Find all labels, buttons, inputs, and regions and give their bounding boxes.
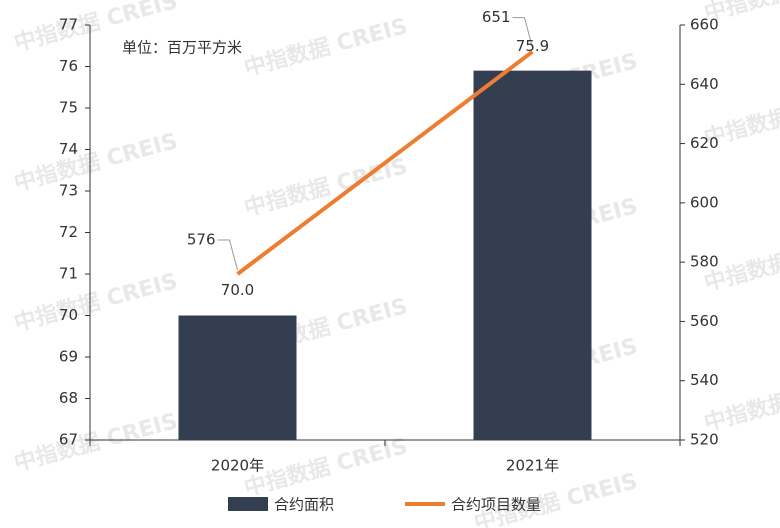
data-label: 651 bbox=[482, 8, 511, 26]
legend-swatch bbox=[228, 497, 268, 511]
watermark: 中指数据 CREIS bbox=[11, 268, 180, 337]
y-tick-label: 67 bbox=[59, 431, 78, 449]
watermarks: 中指数据 CREIS 中指数据 CREIS 中指数据 CREIS 中指数据 CREIS… bbox=[11, 0, 780, 528]
watermark: 中指数据 CREIS bbox=[11, 408, 180, 477]
y-tick-label: 69 bbox=[59, 348, 78, 366]
y-tick-label: 77 bbox=[59, 16, 78, 34]
y2-tick-label: 540 bbox=[690, 371, 719, 389]
legend-label: 合约面积 bbox=[274, 496, 334, 514]
y2-tick-label: 520 bbox=[690, 431, 719, 449]
watermark: 中指数据 CREIS bbox=[11, 128, 180, 197]
y-tick-label: 76 bbox=[59, 57, 78, 75]
y-tick-label: 74 bbox=[59, 140, 78, 158]
leader-line bbox=[512, 17, 533, 48]
y2-tick-label: 560 bbox=[690, 312, 719, 330]
bar bbox=[178, 315, 297, 440]
y-tick-label: 72 bbox=[59, 223, 78, 241]
y-tick-label: 75 bbox=[59, 99, 78, 117]
watermark: 中指数据 CREIS bbox=[241, 13, 410, 82]
y-tick-label: 73 bbox=[59, 182, 78, 200]
leader-line bbox=[217, 239, 238, 271]
y2-tick-label: 580 bbox=[690, 253, 719, 271]
line bbox=[236, 50, 534, 276]
y-tick-label: 71 bbox=[59, 265, 78, 283]
y2-tick-label: 660 bbox=[690, 16, 719, 34]
unit-annotation: 单位：百万平方米 bbox=[122, 39, 242, 57]
data-label: 70.0 bbox=[221, 281, 254, 299]
y2-tick-label: 620 bbox=[690, 134, 719, 152]
y-tick-label: 68 bbox=[59, 389, 78, 407]
legend-label: 合约项目数量 bbox=[451, 496, 541, 514]
y2-tick-label: 640 bbox=[690, 75, 719, 93]
y-tick-label: 70 bbox=[59, 306, 78, 324]
data-label: 576 bbox=[187, 231, 216, 249]
x-tick-label: 2021年 bbox=[506, 457, 559, 475]
y2-tick-label: 600 bbox=[690, 193, 719, 211]
bar bbox=[473, 70, 592, 441]
x-tick-label: 2020年 bbox=[211, 457, 264, 475]
data-label: 75.9 bbox=[516, 37, 549, 55]
